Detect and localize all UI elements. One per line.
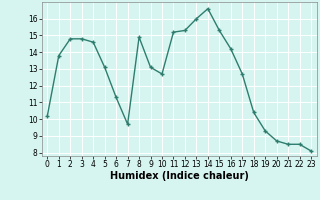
- X-axis label: Humidex (Indice chaleur): Humidex (Indice chaleur): [110, 171, 249, 181]
